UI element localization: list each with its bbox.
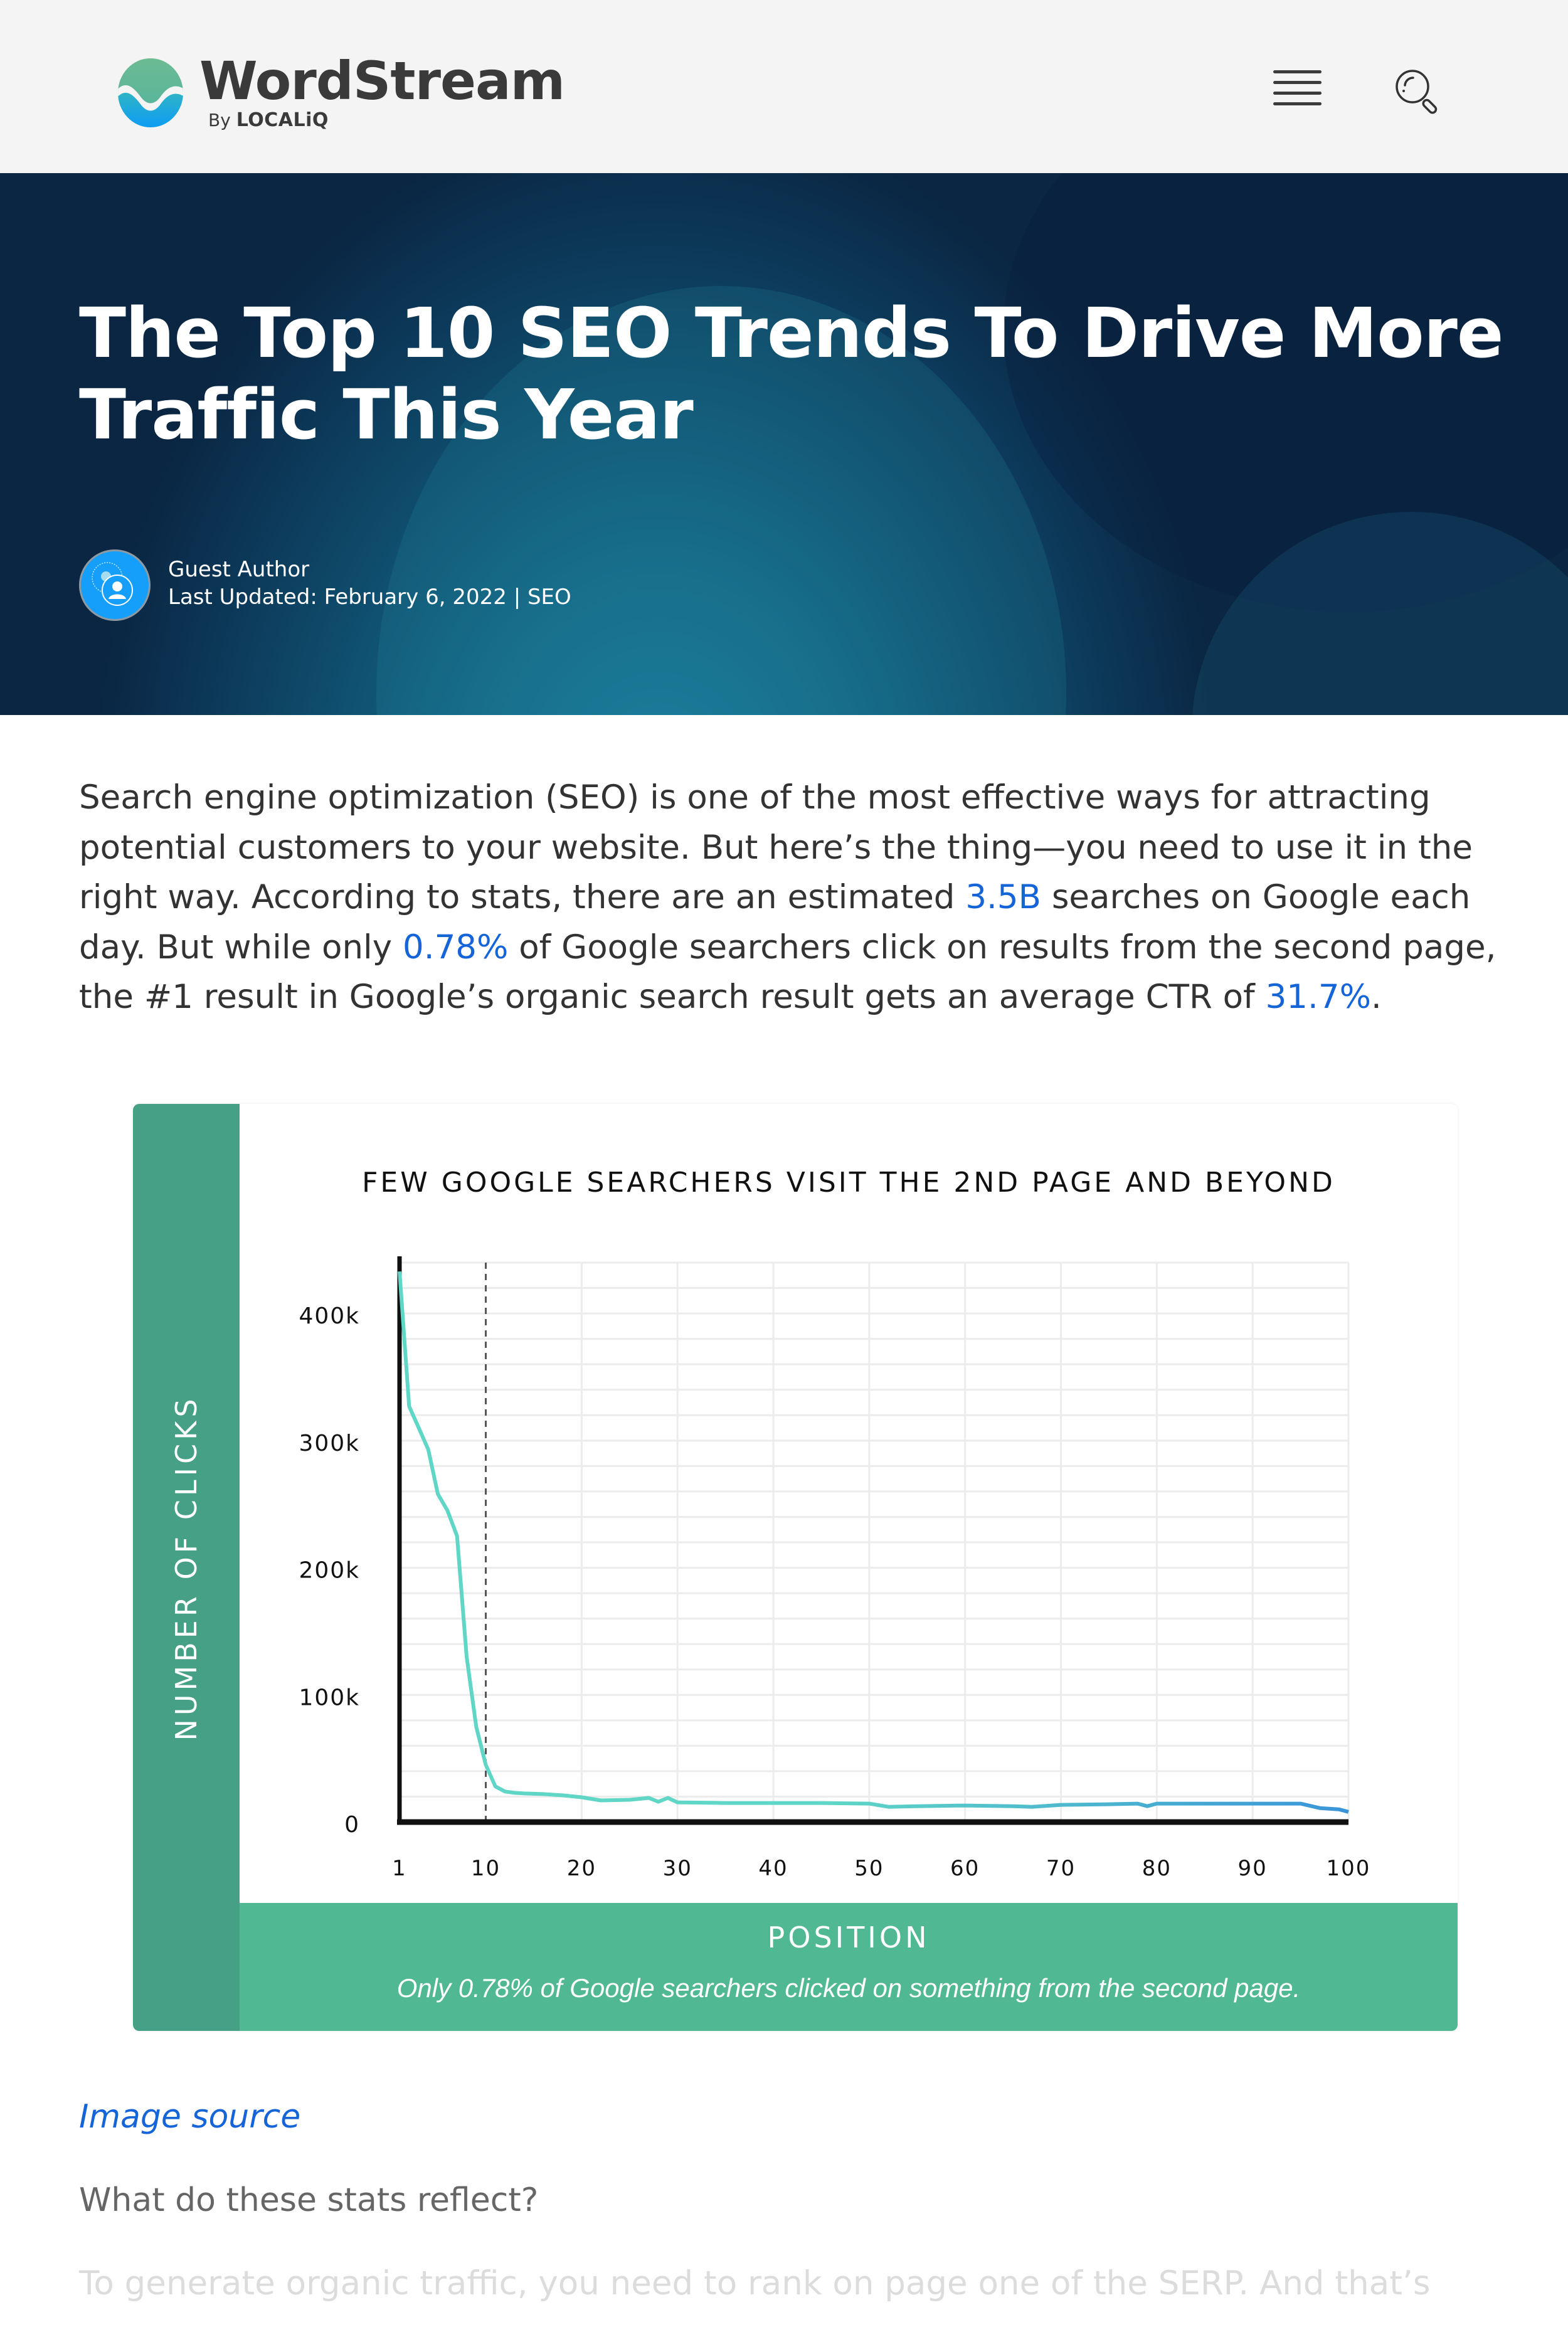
author-meta: Guest Author Last Updated: February 6, 2… bbox=[168, 556, 571, 611]
search-icon bbox=[1396, 70, 1438, 114]
y-tick-label: 100k bbox=[299, 1685, 360, 1710]
intro-text: of Google searchers click on results fro… bbox=[79, 928, 1496, 1017]
x-tick-label: 10 bbox=[471, 1856, 501, 1881]
x-tick-label: 30 bbox=[663, 1856, 692, 1881]
page-title: The Top 10 SEO Trends To Drive More Traf… bbox=[79, 293, 1504, 455]
intro-text: Search engine optimization (SEO) is one … bbox=[79, 778, 1473, 916]
faded-paragraph: To generate organic traffic, you need to… bbox=[79, 2264, 1431, 2303]
section-question: What do these stats reflect? bbox=[79, 2181, 539, 2219]
x-tick-label: 20 bbox=[567, 1856, 596, 1881]
intro-paragraph: Search engine optimization (SEO) is one … bbox=[79, 773, 1496, 1022]
user-avatar-icon bbox=[92, 562, 133, 606]
clicks-line-series bbox=[398, 1271, 1349, 1814]
x-tick-label: 90 bbox=[1238, 1856, 1268, 1881]
chart-caption: Only 0.78% of Google searchers clicked o… bbox=[396, 1973, 1301, 2003]
last-updated-label: Last Updated: bbox=[168, 585, 317, 610]
wordstream-logo[interactable]: WordStream By LOCALiQ bbox=[117, 50, 565, 137]
hamburger-menu-icon bbox=[1273, 70, 1322, 73]
site-header: WordStream By LOCALiQ bbox=[0, 0, 1568, 173]
x-tick-label: 80 bbox=[1142, 1856, 1172, 1881]
search-button[interactable] bbox=[1394, 68, 1439, 115]
hamburger-menu-icon bbox=[1273, 102, 1322, 105]
category-link[interactable]: SEO bbox=[527, 585, 571, 610]
wordstream-logo-mark-icon bbox=[118, 58, 183, 127]
x-tick-label: 40 bbox=[758, 1856, 788, 1881]
stat-link-ctr[interactable]: 31.7% bbox=[1265, 978, 1371, 1016]
logo-byline: By LOCALiQ bbox=[208, 109, 329, 131]
logo-brand-text: LOCALiQ bbox=[236, 109, 329, 131]
article-hero: The Top 10 SEO Trends To Drive More Traf… bbox=[0, 173, 1568, 715]
meta-separator: | bbox=[513, 585, 521, 610]
x-tick-label: 50 bbox=[854, 1856, 884, 1881]
author-name[interactable]: Guest Author bbox=[168, 557, 310, 582]
logo-wordmark: WordStream bbox=[199, 50, 565, 112]
y-tick-label: 400k bbox=[299, 1303, 360, 1329]
x-tick-label: 70 bbox=[1046, 1856, 1076, 1881]
author-avatar[interactable] bbox=[79, 549, 151, 621]
stat-link-searches[interactable]: 3.5B bbox=[965, 878, 1041, 916]
chart-y-axis-band: NUMBER OF CLICKS bbox=[133, 1104, 240, 2031]
hamburger-menu-icon bbox=[1273, 81, 1322, 84]
intro-text: . bbox=[1370, 978, 1382, 1016]
image-source-link[interactable]: Image source bbox=[79, 2098, 301, 2136]
last-updated-date: February 6, 2022 bbox=[324, 585, 507, 610]
chart-x-axis-label: POSITION bbox=[767, 1921, 930, 1954]
x-tick-label: 100 bbox=[1327, 1856, 1371, 1881]
x-tick-label: 60 bbox=[950, 1856, 980, 1881]
intro-text: searches on Google each day. But while o… bbox=[79, 878, 1471, 967]
logo-by-text: By bbox=[208, 110, 231, 130]
x-tick-label: 1 bbox=[392, 1856, 407, 1881]
hamburger-menu-icon bbox=[1273, 92, 1322, 95]
y-tick-label: 300k bbox=[299, 1431, 360, 1456]
y-tick-label: 0 bbox=[344, 1812, 360, 1838]
chart-x-axis-band: POSITION Only 0.78% of Google searchers … bbox=[240, 1903, 1458, 2031]
chart-plot-area: 0 100k 200k 300k 400k 1 10 20 30 40 50 60 70 80 90 100 bbox=[299, 1256, 1371, 1881]
last-updated: Last Updated: February 6, 2022 | SEO bbox=[168, 583, 571, 611]
hamburger-menu-button[interactable] bbox=[1273, 70, 1323, 108]
stat-link-second-page[interactable]: 0.78% bbox=[403, 928, 509, 967]
chart-title: FEW GOOGLE SEARCHERS VISIT THE 2ND PAGE … bbox=[362, 1167, 1335, 1199]
y-tick-label: 200k bbox=[299, 1558, 360, 1584]
clicks-by-position-chart: NUMBER OF CLICKS FEW GOOGLE SEARCHERS VI… bbox=[133, 1104, 1458, 2031]
